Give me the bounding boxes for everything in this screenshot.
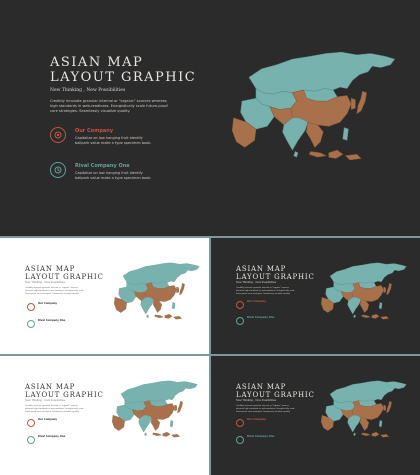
slide-body-text: Credibly innovate granular internal or "… bbox=[236, 405, 295, 413]
item-label: Rival Company One bbox=[75, 163, 130, 169]
slide-body-text: Credibly innovate granular internal or "… bbox=[25, 287, 84, 295]
main-slide[interactable]: ASIAN MAP LAYOUT GRAPHIC New Thinking , … bbox=[0, 0, 420, 236]
item-description: Capitalize on low hanging fruit identify… bbox=[75, 171, 152, 180]
slide-title: ASIAN MAP LAYOUT GRAPHIC bbox=[25, 383, 104, 400]
timer-icon bbox=[27, 436, 35, 444]
item-label: Our Company bbox=[38, 302, 58, 305]
asia-map bbox=[231, 51, 395, 161]
target-icon bbox=[27, 303, 35, 311]
target-icon bbox=[50, 127, 66, 143]
item-label: Our Company bbox=[38, 418, 58, 421]
item-label: Rival Company One bbox=[247, 435, 275, 438]
thumbnail-slide-1[interactable]: ASIAN MAP LAYOUT GRAPHIC New Thinking , … bbox=[0, 238, 209, 354]
asia-map bbox=[114, 262, 200, 320]
slide-body-text: Credibly innovate granular internal or "… bbox=[236, 287, 295, 295]
timer-icon bbox=[236, 436, 244, 444]
asia-map bbox=[321, 380, 407, 438]
slide-subtitle: New Thinking , New Possibilities bbox=[25, 399, 65, 402]
slide-body-text: Credibly innovate granular internal or "… bbox=[25, 405, 84, 413]
thumbnail-slide-3[interactable]: ASIAN MAP LAYOUT GRAPHIC New Thinking , … bbox=[0, 356, 209, 475]
thumbnail-slide-4[interactable]: ASIAN MAP LAYOUT GRAPHIC New Thinking , … bbox=[211, 356, 420, 475]
item-label: Our Company bbox=[75, 128, 114, 134]
thumbnail-slide-2[interactable]: ASIAN MAP LAYOUT GRAPHIC New Thinking , … bbox=[211, 238, 420, 354]
timer-icon bbox=[236, 317, 244, 325]
list-item: Our Company Capitalize on low hanging fr… bbox=[50, 127, 180, 155]
list-item: Rival Company One Capitalize on low hang… bbox=[50, 162, 180, 190]
item-label: Our Company bbox=[247, 418, 267, 421]
target-icon bbox=[236, 301, 244, 309]
timer-icon bbox=[27, 320, 35, 328]
timer-icon bbox=[50, 162, 66, 178]
slide-subtitle: New Thinking , New Possibilities bbox=[236, 399, 276, 402]
slide-subtitle: New Thinking , New Possibilities bbox=[50, 88, 126, 93]
item-label: Rival Company One bbox=[38, 435, 66, 438]
slide-title: ASIAN MAP LAYOUT GRAPHIC bbox=[236, 265, 315, 282]
target-icon bbox=[236, 419, 244, 427]
item-description: Capitalize on low hanging fruit identify… bbox=[75, 136, 152, 145]
item-label: Rival Company One bbox=[38, 319, 66, 322]
item-label: Our Company bbox=[247, 300, 267, 303]
slide-subtitle: New Thinking , New Possibilities bbox=[236, 281, 276, 284]
item-label: Rival Company One bbox=[247, 316, 275, 319]
asia-map bbox=[321, 262, 407, 320]
target-icon bbox=[27, 419, 35, 427]
slide-title: ASIAN MAP LAYOUT GRAPHIC bbox=[25, 265, 104, 282]
slide-title: ASIAN MAP LAYOUT GRAPHIC bbox=[236, 383, 315, 400]
asia-map bbox=[112, 380, 198, 438]
slide-subtitle: New Thinking , New Possibilities bbox=[25, 281, 65, 284]
slide-title: ASIAN MAP LAYOUT GRAPHIC bbox=[50, 55, 197, 85]
slide-body-text: Credibly innovate granular internal or "… bbox=[50, 99, 168, 114]
